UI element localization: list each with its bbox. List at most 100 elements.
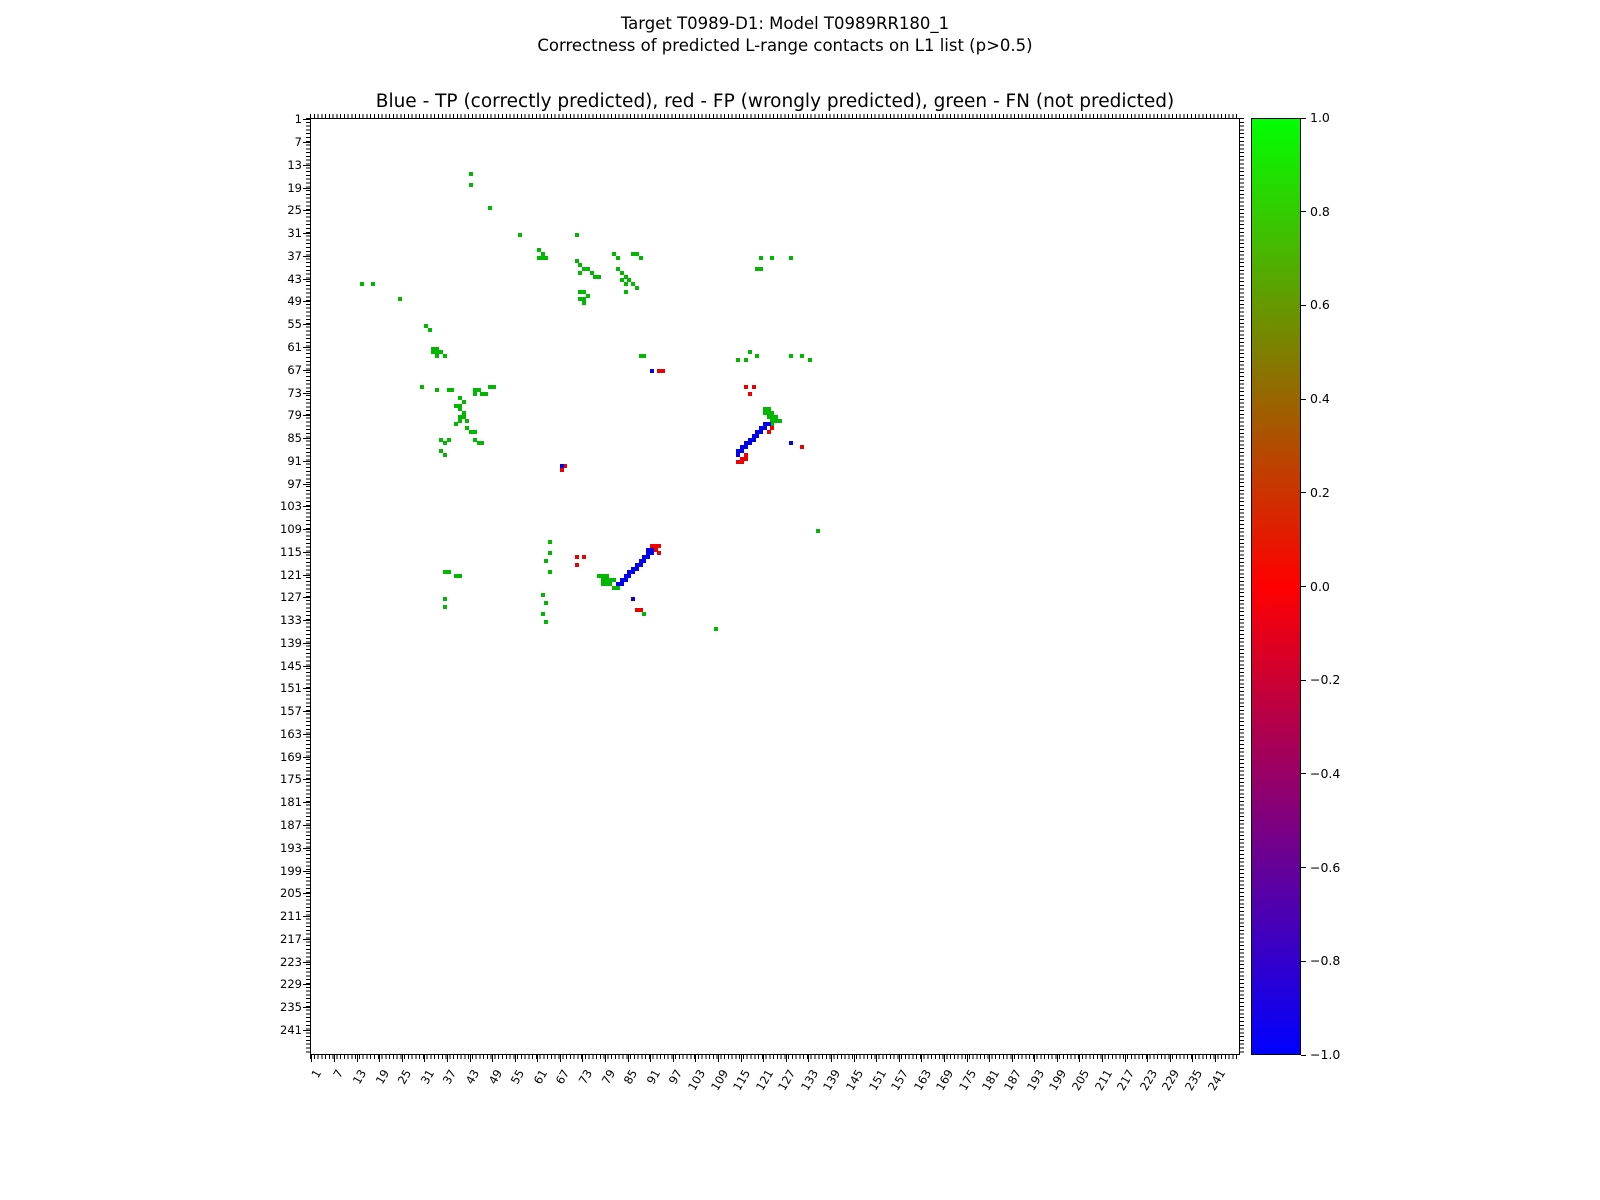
- contact-point-fn: [435, 354, 440, 359]
- contact-point-fn: [435, 350, 440, 355]
- y-major-tick: [303, 824, 310, 826]
- axis-minor-ticks-bottom: [310, 1055, 1240, 1059]
- y-tick-label: 241: [280, 1022, 302, 1037]
- contact-point-fn: [461, 411, 466, 416]
- y-tick-label: 145: [280, 658, 302, 673]
- y-tick-label: 85: [287, 431, 302, 446]
- contact-point-fn: [770, 422, 775, 427]
- y-tick-label: 175: [280, 772, 302, 787]
- contact-point-fn: [446, 437, 451, 442]
- colorbar-tick: [1301, 304, 1306, 306]
- y-tick-label: 211: [280, 909, 302, 924]
- y-tick-label: 223: [280, 954, 302, 969]
- x-major-tick: [718, 1055, 720, 1062]
- contact-point-tp: [759, 426, 764, 431]
- y-major-tick: [303, 119, 310, 121]
- contact-point-tp: [631, 596, 636, 601]
- contact-point-fn: [744, 357, 748, 362]
- contact-point-fn: [612, 251, 617, 256]
- contact-point-fp: [751, 384, 756, 389]
- contact-point-tp: [619, 578, 624, 583]
- contact-point-fp: [574, 555, 579, 560]
- contact-point-fn: [435, 388, 440, 393]
- contact-point-fp: [638, 608, 643, 613]
- y-tick-label: 25: [287, 203, 302, 218]
- y-major-tick: [303, 347, 310, 348]
- y-major-tick: [303, 733, 310, 735]
- contact-point-fn: [631, 282, 636, 287]
- y-major-tick: [303, 802, 310, 804]
- contact-point-tp: [744, 441, 748, 446]
- contact-point-fn: [589, 270, 594, 275]
- contact-point-fn: [619, 270, 624, 275]
- y-tick-label: 217: [280, 931, 302, 946]
- contact-point-fn: [582, 301, 587, 306]
- y-tick-label: 91: [287, 453, 302, 468]
- x-major-tick: [672, 1055, 674, 1062]
- axis-minor-ticks-top: [310, 114, 1240, 118]
- colorbar-tick-label: −0.6: [1310, 859, 1341, 875]
- y-major-tick: [303, 164, 310, 166]
- contact-point-fn: [442, 441, 447, 446]
- y-major-tick: [303, 187, 310, 189]
- contact-point-fn: [461, 414, 466, 419]
- colorbar-tick: [1301, 960, 1306, 962]
- figure-title-line2: Correctness of predicted L-range contact…: [537, 36, 1033, 55]
- y-tick-label: 121: [280, 567, 302, 582]
- y-major-tick: [303, 210, 310, 212]
- contact-point-fn: [540, 612, 545, 617]
- contact-point-fp: [744, 384, 748, 389]
- contact-point-fn: [469, 172, 474, 177]
- contact-point-fn: [766, 414, 771, 419]
- y-major-tick: [303, 870, 310, 872]
- contact-point-tp: [649, 547, 654, 552]
- contact-point-tp: [646, 551, 651, 556]
- x-major-tick: [785, 1055, 787, 1062]
- contact-point-fn: [789, 354, 794, 359]
- contact-point-fn: [627, 278, 632, 283]
- x-major-tick: [379, 1055, 381, 1062]
- colorbar-tick: [1301, 773, 1306, 775]
- y-major-tick: [303, 574, 310, 576]
- colorbar-tick: [1301, 117, 1306, 119]
- contact-point-fn: [371, 282, 376, 287]
- contact-point-fn: [815, 528, 820, 533]
- x-major-tick: [424, 1055, 426, 1062]
- contact-point-fn: [615, 255, 620, 260]
- contact-point-tp: [559, 464, 564, 469]
- colorbar-tick: [1301, 586, 1306, 587]
- contact-point-fn: [755, 266, 760, 271]
- contact-point-fp: [747, 392, 752, 397]
- y-major-tick: [303, 984, 310, 986]
- contact-point-fn: [634, 285, 639, 290]
- y-tick-label: 187: [280, 817, 302, 832]
- contact-point-fn: [777, 418, 782, 423]
- contact-point-fn: [638, 354, 643, 359]
- contact-point-fn: [578, 263, 583, 268]
- contact-point-fn: [397, 297, 402, 302]
- x-major-tick: [311, 1055, 313, 1062]
- contact-point-fn: [770, 418, 775, 423]
- contact-point-fn: [457, 407, 462, 412]
- y-axis-major-ticks: [303, 118, 310, 1055]
- contact-point-fn: [442, 354, 447, 359]
- y-tick-label: 13: [287, 157, 302, 172]
- x-major-tick: [1215, 1055, 1217, 1062]
- y-tick-label: 49: [287, 294, 302, 309]
- y-major-tick: [303, 324, 310, 326]
- y-major-tick: [303, 620, 310, 622]
- y-axis-tick-labels: 1 7 13 19 25 31 37 43 49 55 61 67 73 79 85 91 97 103 109 11…: [252, 113, 302, 1055]
- x-major-tick: [808, 1055, 810, 1062]
- contact-point-fn: [574, 259, 579, 264]
- contact-map-plot-area: [310, 118, 1240, 1055]
- colorbar-tick-labels: 1.0 0.8 0.6 0.4 0.2 0.0 −0.2 −0.4 −0.6 −0.8 −1.0: [1310, 110, 1370, 1062]
- contact-point-fp: [653, 543, 658, 548]
- contact-point-fn: [642, 354, 647, 359]
- y-major-tick: [303, 642, 310, 644]
- contact-point-fn: [536, 247, 541, 252]
- contact-point-fp: [582, 555, 587, 560]
- contact-point-tp: [642, 555, 647, 560]
- colorbar-tick-label: 0.2: [1310, 484, 1330, 500]
- contact-point-fn: [747, 350, 752, 355]
